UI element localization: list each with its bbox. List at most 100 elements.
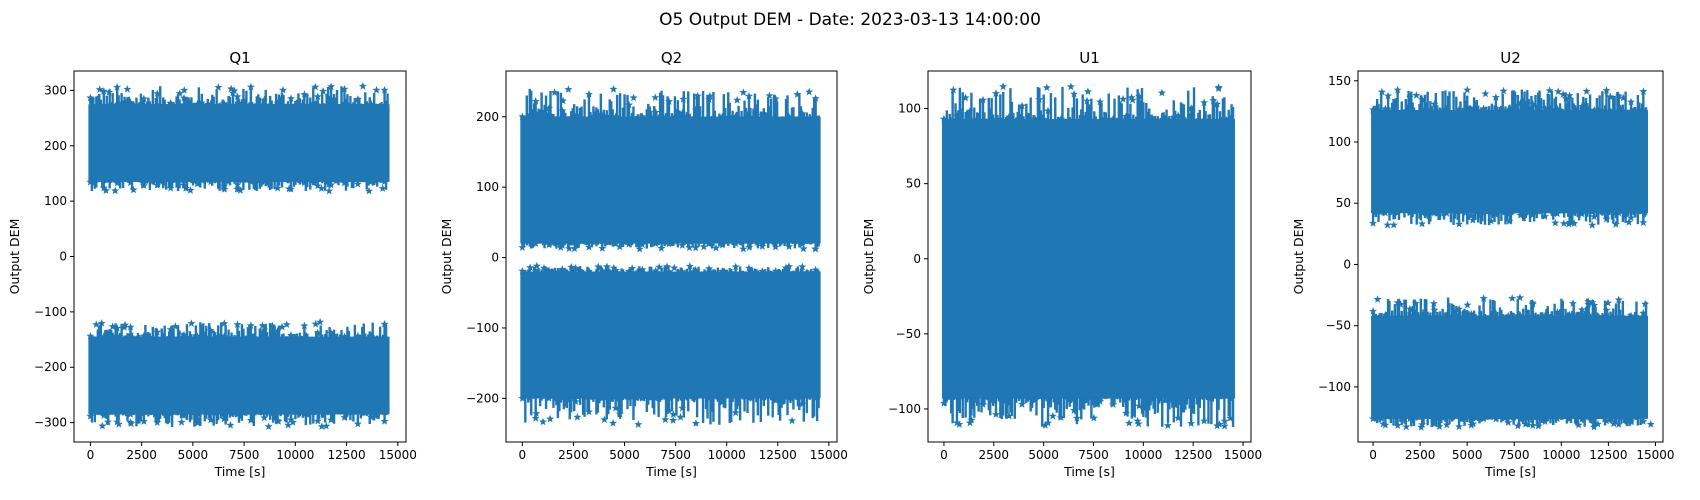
scatter-point — [1430, 212, 1433, 216]
scatter-point — [206, 98, 209, 106]
scatter-point — [1418, 104, 1421, 112]
scatter-point — [585, 267, 593, 275]
scatter-point — [725, 269, 728, 273]
scatter-point — [1133, 416, 1142, 425]
scatter-point — [1437, 110, 1440, 112]
scatter-point — [318, 180, 321, 183]
scatter-point — [334, 97, 337, 106]
scatter-point — [313, 180, 316, 186]
scatter-point — [1377, 212, 1380, 222]
scatter-point — [1598, 212, 1601, 214]
scatter-point — [595, 107, 598, 118]
scatter-point — [788, 416, 796, 425]
scatter-point — [1042, 83, 1051, 92]
scatter-point — [133, 180, 137, 182]
scatter-point — [1614, 91, 1623, 100]
scatter-point — [655, 242, 659, 244]
scatter-point — [1453, 212, 1457, 219]
scatter-point — [1572, 304, 1575, 317]
scatter-point — [774, 98, 777, 118]
scatter-point — [670, 113, 674, 118]
scatter-point — [1466, 212, 1469, 225]
scatter-point — [175, 180, 178, 188]
scatter-point — [254, 325, 257, 338]
scatter-point — [322, 413, 325, 418]
scatter-point — [1588, 313, 1592, 317]
scatter-point — [1586, 417, 1589, 420]
scatter-point — [1100, 102, 1103, 121]
scatter-point — [365, 180, 368, 190]
scatter-point — [540, 263, 548, 272]
scatter-point — [1165, 397, 1168, 399]
scatter-point — [690, 242, 693, 245]
scatter-point — [248, 102, 251, 106]
scatter-point — [1085, 100, 1089, 121]
scatter-point — [1599, 108, 1603, 112]
scatter-point — [651, 397, 654, 409]
scatter-point — [612, 397, 616, 400]
scatter-point — [744, 397, 748, 400]
scatter-point — [984, 118, 988, 121]
scatter-point — [780, 116, 783, 118]
scatter-point — [587, 94, 591, 118]
scatter-point — [1187, 90, 1190, 121]
scatter-point — [224, 180, 227, 188]
y-tick-label: −100 — [466, 321, 499, 335]
scatter-point — [727, 92, 730, 118]
scatter-point — [251, 413, 254, 421]
scatter-point — [1148, 113, 1157, 122]
y-tick-label: −200 — [466, 391, 499, 405]
scatter-point — [1036, 87, 1040, 121]
scatter-point — [260, 180, 263, 187]
scatter-point — [581, 116, 585, 118]
scatter-point — [1389, 417, 1393, 423]
scatter-point — [1534, 421, 1543, 430]
scatter-point — [1456, 313, 1459, 317]
scatter-point — [1509, 417, 1513, 419]
scatter-point — [549, 91, 552, 118]
scatter-point — [604, 397, 607, 401]
scatter-point — [1189, 397, 1193, 424]
scatter-point — [257, 94, 260, 106]
scatter-point — [381, 334, 385, 338]
scatter-point — [157, 336, 160, 338]
scatter-point — [1520, 89, 1524, 112]
scatter-point — [289, 180, 293, 190]
scatter-point — [764, 269, 767, 273]
scatter-point — [150, 335, 153, 338]
scatter-point — [1381, 310, 1390, 319]
scatter-point — [1565, 414, 1574, 423]
scatter-point — [1373, 417, 1376, 420]
scatter-point — [170, 180, 174, 188]
axes-frame — [927, 70, 1252, 443]
scatter-point — [108, 89, 111, 106]
scatter-point — [1549, 105, 1552, 112]
scatter-point — [1448, 91, 1451, 112]
scatter-point — [1162, 397, 1165, 399]
scatter-point — [139, 331, 148, 340]
scatter-point — [203, 104, 207, 106]
scatter-point — [738, 242, 742, 245]
scatter-point — [286, 336, 290, 338]
scatter-point — [664, 113, 668, 118]
data-series — [86, 82, 390, 430]
scatter-point — [762, 242, 766, 247]
scatter-point — [1434, 417, 1438, 427]
scatter-point — [681, 113, 684, 118]
scatter-point — [1133, 118, 1136, 121]
scatter-point — [599, 93, 603, 118]
scatter-point — [1602, 214, 1611, 223]
scatter-point — [1558, 103, 1562, 112]
scatter-point — [300, 321, 309, 330]
scatter-point — [1427, 108, 1431, 112]
scatter-point — [338, 104, 342, 106]
scatter-point — [233, 334, 236, 338]
scatter-point — [1188, 113, 1191, 121]
scatter-point — [642, 242, 646, 244]
scatter-point — [973, 107, 976, 121]
scatter-point — [1542, 417, 1545, 422]
scatter-point — [1504, 417, 1507, 421]
scatter-point — [90, 413, 94, 423]
scatter-point — [798, 271, 801, 273]
scatter-point — [362, 104, 365, 106]
